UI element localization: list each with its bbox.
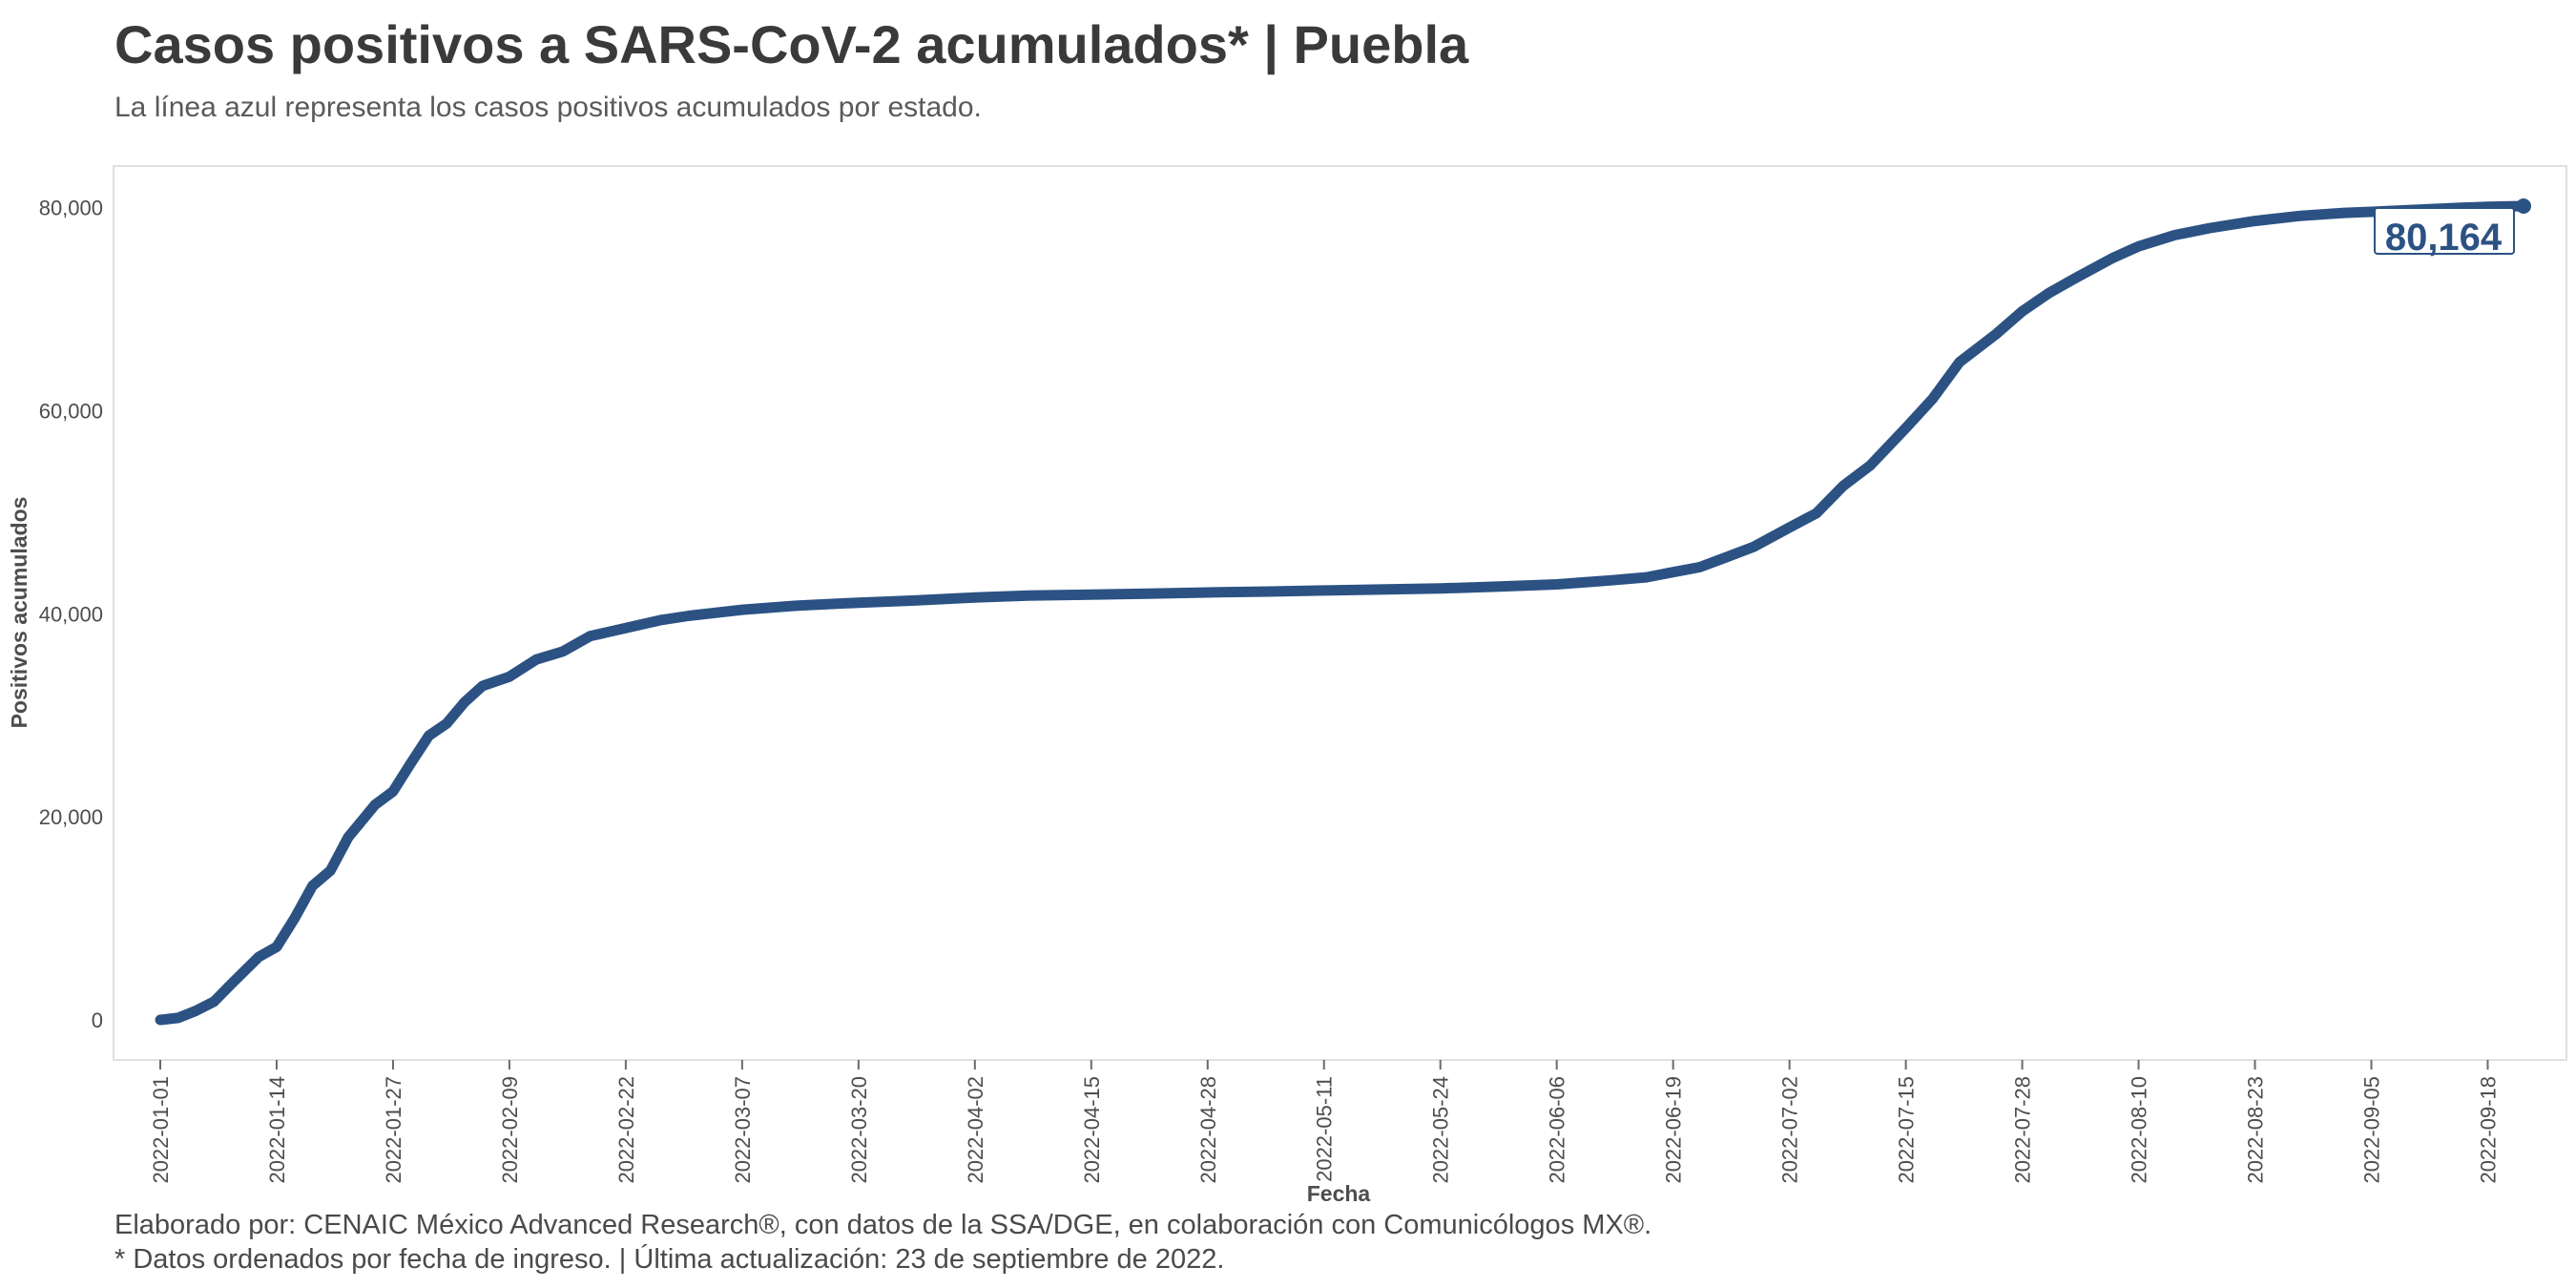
end-point-marker [2516,198,2531,214]
x-axis-title: Fecha [1307,1181,1371,1206]
end-label-box [2374,207,2515,255]
y-tick-label: 0 [92,1008,103,1032]
series-line-puebla [155,200,2529,1026]
x-tick-label: 2022-02-09 [498,1076,522,1184]
x-tick-label: 2022-04-28 [1196,1076,1220,1184]
x-tick-label: 2022-08-23 [2244,1076,2268,1184]
x-tick-label: 2022-07-28 [2011,1076,2035,1184]
x-tick-label: 2022-03-07 [731,1076,755,1184]
x-tick-label: 2022-04-02 [964,1076,987,1184]
x-tick-label: 2022-08-10 [2128,1076,2151,1184]
plot-panel [113,165,2567,1061]
y-tick-label: 20,000 [39,805,103,829]
x-tick-label: 2022-07-02 [1778,1076,1802,1184]
x-tick-label: 2022-01-01 [149,1076,173,1184]
x-tick-label: 2022-03-20 [847,1076,871,1184]
x-tick-label: 2022-09-18 [2476,1076,2500,1184]
y-tick-label: 60,000 [39,400,103,424]
x-tick-label: 2022-07-15 [1895,1076,1919,1184]
end-value-label: 80,164 [2385,217,2503,259]
x-tick-label: 2022-01-27 [382,1076,405,1184]
y-axis-title: Positivos acumulados [7,497,31,729]
chart-title: Casos positivos a SARS-CoV-2 acumulados*… [114,14,1469,74]
x-tick-label: 2022-01-14 [265,1076,289,1184]
source-caption: Elaborado por: CENAIC México Advanced Re… [114,1210,1652,1240]
y-axis: 0 20,000 40,000 60,000 80,000 [39,197,103,1032]
x-tick-label: 2022-09-05 [2359,1076,2383,1184]
y-tick-label: 80,000 [39,197,103,220]
x-tick-label: 2022-06-06 [1546,1076,1569,1184]
x-tick-label: 2022-04-15 [1080,1076,1104,1184]
x-tick-label: 2022-05-24 [1429,1076,1453,1184]
x-axis: 2022-01-01 2022-01-14 2022-01-27 2022-02-09… [149,1060,2500,1184]
chart-subtitle: La línea azul representa los casos posit… [114,92,982,123]
x-tick-label: 2022-05-11 [1313,1076,1337,1182]
x-tick-label: 2022-02-22 [614,1076,638,1184]
x-tick-label: 2022-06-19 [1662,1076,1686,1184]
note-caption: * Datos ordenados por fecha de ingreso. … [114,1244,1225,1275]
y-tick-label: 40,000 [39,602,103,626]
